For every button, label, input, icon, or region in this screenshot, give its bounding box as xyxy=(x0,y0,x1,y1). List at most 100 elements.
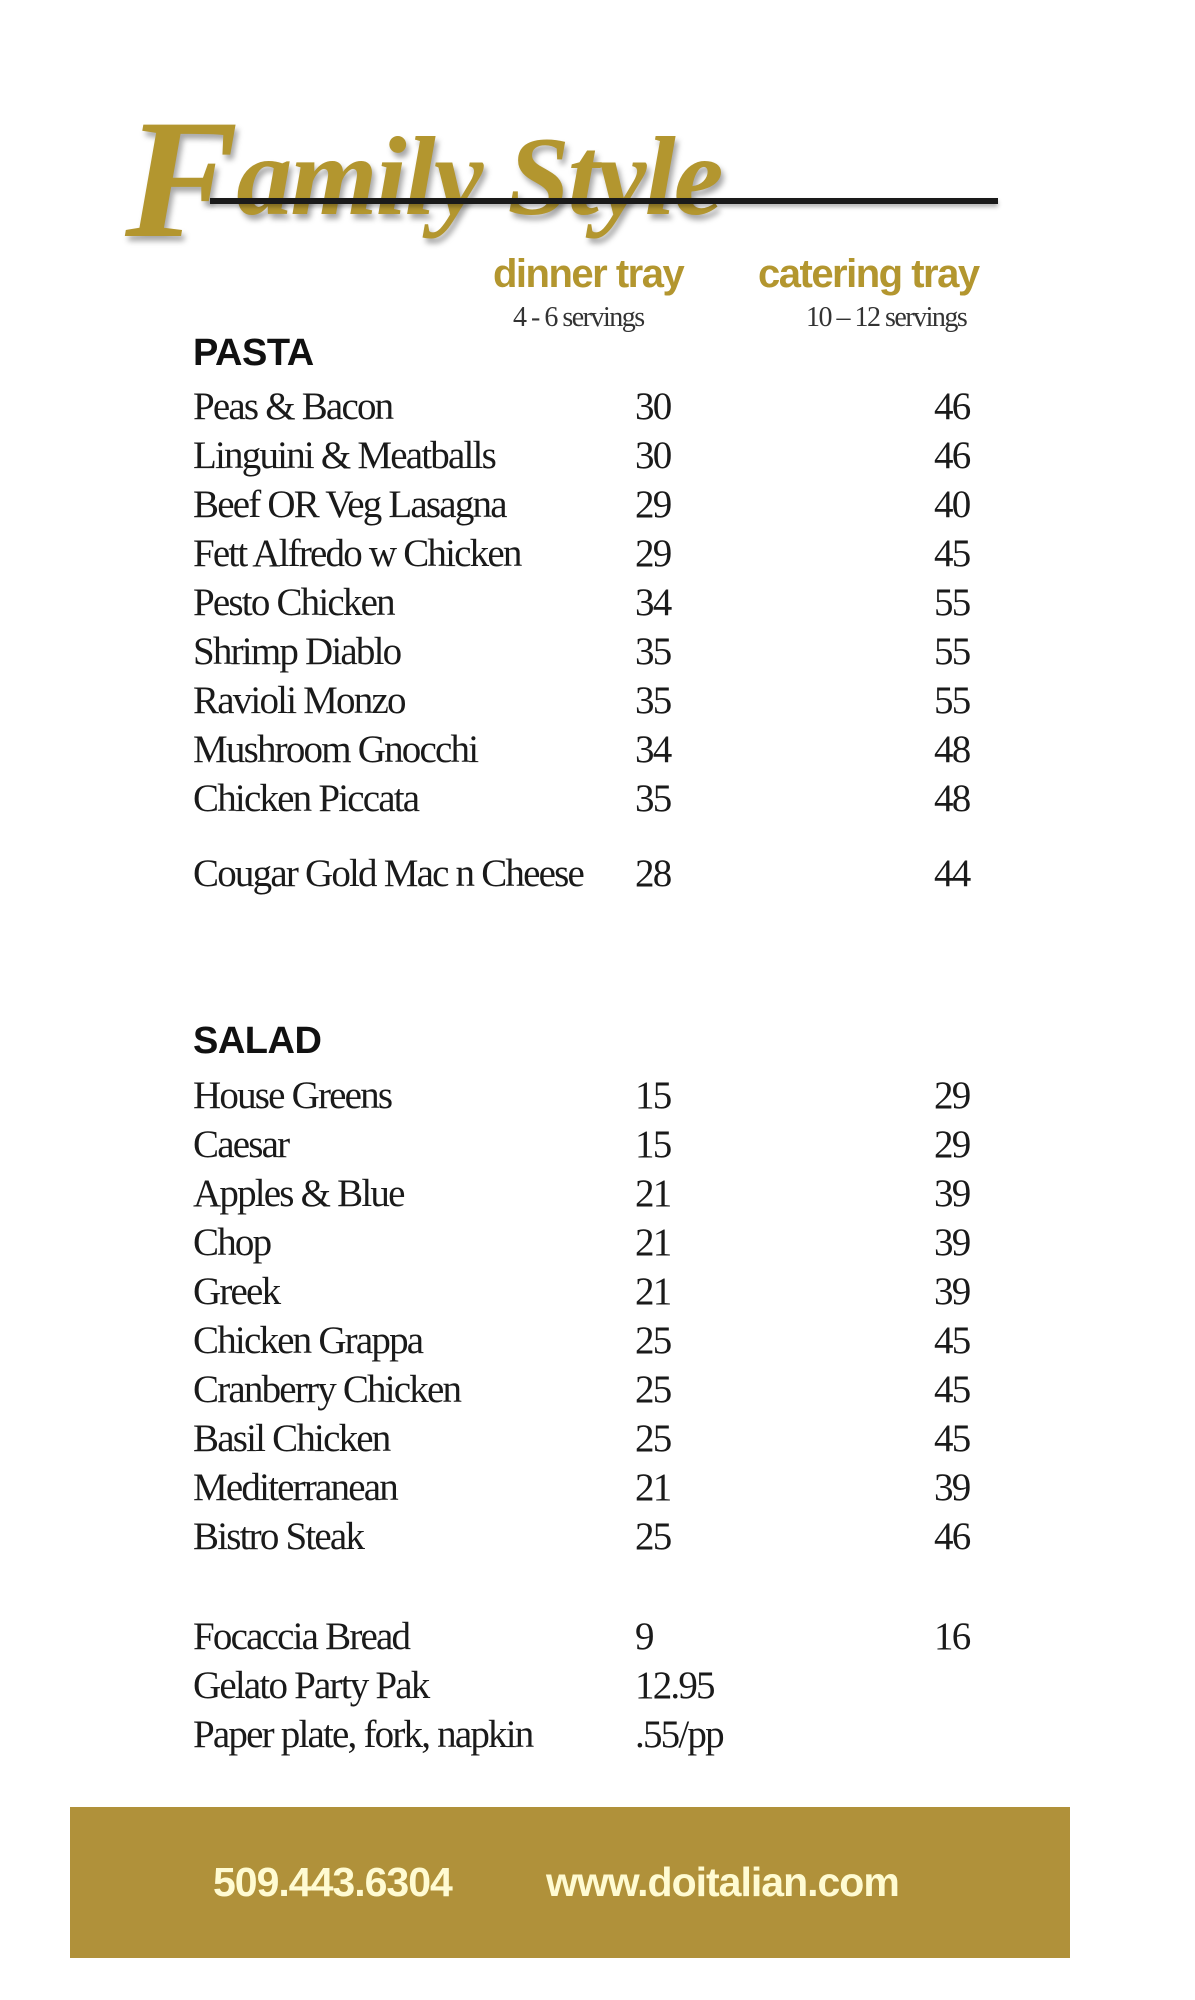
pasta-list: Peas & Bacon 30 46 Linguini & Meatballs 30 46… xyxy=(193,382,1093,898)
title-initial: F xyxy=(125,85,238,273)
catering-price: 46 xyxy=(934,434,971,477)
catering-price: 55 xyxy=(934,679,971,722)
item-name: Cougar Gold Mac n Cheese xyxy=(193,852,585,895)
menu-item: Caesar 15 29 xyxy=(193,1120,1093,1169)
dinner-price: 9 xyxy=(635,1615,654,1658)
catering-price: 48 xyxy=(934,728,971,771)
catering-price: 45 xyxy=(934,1417,971,1460)
item-name: Fett Alfredo w Chicken xyxy=(193,532,522,575)
dinner-price: 25 xyxy=(635,1417,672,1460)
item-name: Mushroom Gnocchi xyxy=(193,728,479,771)
item-name: Chicken Grappa xyxy=(193,1319,424,1362)
menu-item: Chicken Piccata 35 48 xyxy=(193,774,1093,823)
item-name: Chop xyxy=(193,1221,272,1264)
catering-servings: 10 – 12 servings xyxy=(806,302,968,333)
title-underline xyxy=(210,198,998,204)
menu-item: Chop 21 39 xyxy=(193,1218,1093,1267)
item-name: Paper plate, fork, napkin xyxy=(193,1713,534,1756)
dinner-price: 21 xyxy=(635,1270,672,1313)
item-name: Peas & Bacon xyxy=(193,385,394,428)
dinner-servings: 4 - 6 servings xyxy=(513,302,645,333)
dinner-price: 35 xyxy=(635,679,672,722)
catering-price: 29 xyxy=(934,1123,971,1166)
menu-item: Gelato Party Pak 12.95 xyxy=(193,1661,1093,1710)
item-name: Apples & Blue xyxy=(193,1172,405,1215)
menu-item: Ravioli Monzo 35 55 xyxy=(193,676,1093,725)
catering-price: 44 xyxy=(934,852,971,895)
item-name: Basil Chicken xyxy=(193,1417,391,1460)
catering-price: 55 xyxy=(934,581,971,624)
dinner-price: 35 xyxy=(635,777,672,820)
item-name: House Greens xyxy=(193,1074,393,1117)
dinner-price: 21 xyxy=(635,1221,672,1264)
menu-item: Greek 21 39 xyxy=(193,1267,1093,1316)
menu-item: Bistro Steak 25 46 xyxy=(193,1512,1093,1561)
title-rest: amily Style xyxy=(236,115,723,239)
menu-item: Peas & Bacon 30 46 xyxy=(193,382,1093,431)
dinner-price: 15 xyxy=(635,1074,672,1117)
catering-price: 39 xyxy=(934,1172,971,1215)
dinner-price: 15 xyxy=(635,1123,672,1166)
dinner-price: 35 xyxy=(635,630,672,673)
item-name: Pesto Chicken xyxy=(193,581,396,624)
item-name: Caesar xyxy=(193,1123,290,1166)
website-link[interactable]: www.doitalian.com xyxy=(546,1859,900,1905)
item-name: Bistro Steak xyxy=(193,1515,365,1558)
dinner-price: 25 xyxy=(635,1368,672,1411)
dinner-price: 34 xyxy=(635,581,672,624)
dinner-price: 29 xyxy=(635,532,672,575)
dinner-price: 30 xyxy=(635,385,672,428)
item-name: Linguini & Meatballs xyxy=(193,434,497,477)
dinner-price: .55/pp xyxy=(635,1713,725,1756)
menu-item: Apples & Blue 21 39 xyxy=(193,1169,1093,1218)
extras-list: Focaccia Bread 9 16 Gelato Party Pak 12.95 Pa… xyxy=(193,1612,1093,1759)
catering-price: 39 xyxy=(934,1270,971,1313)
section-heading-salad: SALAD xyxy=(193,1020,322,1062)
catering-price: 46 xyxy=(934,385,971,428)
catering-price: 45 xyxy=(934,1368,971,1411)
menu-item: Focaccia Bread 9 16 xyxy=(193,1612,1093,1661)
spacer xyxy=(193,823,1093,849)
column-dinner-tray: dinner tray xyxy=(493,252,685,296)
menu-item: Shrimp Diablo 35 55 xyxy=(193,627,1093,676)
dinner-price: 25 xyxy=(635,1319,672,1362)
dinner-price: 12.95 xyxy=(635,1664,716,1707)
dinner-price: 28 xyxy=(635,852,672,895)
phone-number: 509.443.6304 xyxy=(213,1859,453,1905)
catering-price: 16 xyxy=(934,1615,971,1658)
catering-price: 39 xyxy=(934,1221,971,1264)
catering-price: 46 xyxy=(934,1515,971,1558)
item-name: Mediterranean xyxy=(193,1466,399,1509)
catering-price: 45 xyxy=(934,1319,971,1362)
page-title: Family Style xyxy=(125,60,723,273)
item-name: Greek xyxy=(193,1270,281,1313)
menu-item: Cougar Gold Mac n Cheese 28 44 xyxy=(193,849,1093,898)
catering-price: 29 xyxy=(934,1074,971,1117)
item-name: Ravioli Monzo xyxy=(193,679,406,722)
menu-item: Mediterranean 21 39 xyxy=(193,1463,1093,1512)
menu-item: House Greens 15 29 xyxy=(193,1071,1093,1120)
item-name: Beef OR Veg Lasagna xyxy=(193,483,508,526)
catering-price: 55 xyxy=(934,630,971,673)
footer-band: 509.443.6304 www.doitalian.com xyxy=(70,1807,1070,1958)
catering-price: 48 xyxy=(934,777,971,820)
menu-item: Fett Alfredo w Chicken 29 45 xyxy=(193,529,1093,578)
salad-list: House Greens 15 29 Caesar 15 29 Apples & Blue 2… xyxy=(193,1071,1093,1561)
item-name: Focaccia Bread xyxy=(193,1615,411,1658)
dinner-price: 34 xyxy=(635,728,672,771)
catering-price: 39 xyxy=(934,1466,971,1509)
menu-item: Paper plate, fork, napkin .55/pp xyxy=(193,1710,1093,1759)
menu-item: Chicken Grappa 25 45 xyxy=(193,1316,1093,1365)
item-name: Cranberry Chicken xyxy=(193,1368,462,1411)
dinner-price: 29 xyxy=(635,483,672,526)
dinner-price: 30 xyxy=(635,434,672,477)
item-name: Shrimp Diablo xyxy=(193,630,402,673)
catering-price: 40 xyxy=(934,483,971,526)
menu-item: Linguini & Meatballs 30 46 xyxy=(193,431,1093,480)
section-heading-pasta: PASTA xyxy=(193,332,314,374)
menu-item: Cranberry Chicken 25 45 xyxy=(193,1365,1093,1414)
menu-item: Mushroom Gnocchi 34 48 xyxy=(193,725,1093,774)
dinner-price: 21 xyxy=(635,1172,672,1215)
menu-item: Basil Chicken 25 45 xyxy=(193,1414,1093,1463)
menu-item: Beef OR Veg Lasagna 29 40 xyxy=(193,480,1093,529)
